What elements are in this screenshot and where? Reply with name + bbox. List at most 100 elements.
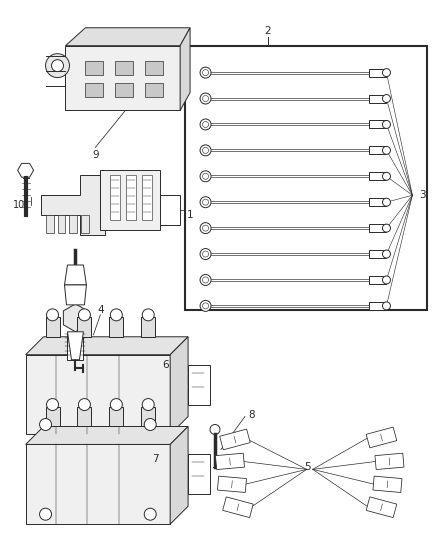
Bar xyxy=(185,46,427,310)
Circle shape xyxy=(144,508,156,520)
Polygon shape xyxy=(217,476,247,492)
Polygon shape xyxy=(64,265,86,285)
Bar xyxy=(368,172,386,180)
Bar xyxy=(66,46,180,110)
Bar xyxy=(25,445,170,524)
Circle shape xyxy=(200,93,211,104)
Bar xyxy=(67,332,83,360)
Text: 6: 6 xyxy=(162,360,169,370)
Polygon shape xyxy=(375,453,404,470)
Circle shape xyxy=(200,301,211,311)
Text: 9: 9 xyxy=(92,150,99,160)
Polygon shape xyxy=(366,427,397,448)
Circle shape xyxy=(39,508,52,520)
Polygon shape xyxy=(18,164,34,177)
Circle shape xyxy=(78,399,90,410)
Circle shape xyxy=(382,120,390,128)
Bar xyxy=(141,317,155,337)
Circle shape xyxy=(202,303,208,309)
Polygon shape xyxy=(25,337,188,355)
Bar xyxy=(46,317,60,337)
Bar xyxy=(142,175,152,220)
Circle shape xyxy=(200,274,211,286)
Bar xyxy=(70,215,78,233)
Circle shape xyxy=(202,147,208,154)
Circle shape xyxy=(202,251,208,257)
Bar xyxy=(188,455,210,494)
Bar xyxy=(78,317,92,337)
Polygon shape xyxy=(366,497,397,518)
Text: 8: 8 xyxy=(249,409,255,419)
Circle shape xyxy=(200,223,211,233)
Bar xyxy=(188,365,210,405)
Polygon shape xyxy=(64,304,88,332)
Circle shape xyxy=(142,309,154,321)
Circle shape xyxy=(46,309,59,321)
Circle shape xyxy=(142,399,154,410)
Circle shape xyxy=(382,250,390,258)
Bar xyxy=(368,224,386,232)
Bar xyxy=(110,175,120,220)
Polygon shape xyxy=(373,476,402,492)
Bar xyxy=(110,317,124,337)
Circle shape xyxy=(202,95,208,102)
Bar xyxy=(368,147,386,155)
Bar xyxy=(115,83,133,96)
Circle shape xyxy=(110,399,122,410)
Circle shape xyxy=(382,172,390,180)
Bar xyxy=(100,171,160,230)
Polygon shape xyxy=(64,285,86,305)
Circle shape xyxy=(200,197,211,208)
Circle shape xyxy=(110,309,122,321)
Circle shape xyxy=(202,225,208,231)
Text: 10: 10 xyxy=(13,200,25,210)
Circle shape xyxy=(144,418,156,431)
Polygon shape xyxy=(66,28,190,46)
Bar xyxy=(368,250,386,258)
Circle shape xyxy=(200,171,211,182)
Polygon shape xyxy=(223,497,253,518)
Bar xyxy=(368,120,386,128)
Bar xyxy=(85,83,103,96)
Circle shape xyxy=(46,399,59,410)
Bar xyxy=(160,195,180,225)
Polygon shape xyxy=(41,175,106,235)
Text: 7: 7 xyxy=(152,455,159,464)
Polygon shape xyxy=(215,453,244,470)
Circle shape xyxy=(52,60,64,71)
Text: 1: 1 xyxy=(187,210,194,220)
Bar xyxy=(126,175,136,220)
Circle shape xyxy=(382,276,390,284)
Circle shape xyxy=(202,122,208,127)
Polygon shape xyxy=(180,28,190,110)
Text: 4: 4 xyxy=(97,305,104,315)
Circle shape xyxy=(382,302,390,310)
Bar xyxy=(78,407,92,426)
Bar xyxy=(46,407,60,426)
Polygon shape xyxy=(67,332,83,360)
Circle shape xyxy=(200,67,211,78)
Polygon shape xyxy=(170,426,188,524)
Bar xyxy=(368,69,386,77)
Circle shape xyxy=(202,199,208,205)
Bar xyxy=(110,407,124,426)
Circle shape xyxy=(382,69,390,77)
Circle shape xyxy=(202,70,208,76)
Bar xyxy=(368,198,386,206)
Circle shape xyxy=(382,147,390,155)
Bar xyxy=(141,407,155,426)
Bar xyxy=(25,355,170,434)
Text: 2: 2 xyxy=(265,26,271,36)
Bar xyxy=(81,215,89,233)
Circle shape xyxy=(382,198,390,206)
Circle shape xyxy=(78,309,90,321)
Bar xyxy=(57,215,66,233)
Bar xyxy=(368,276,386,284)
Polygon shape xyxy=(170,337,188,434)
Circle shape xyxy=(200,145,211,156)
Circle shape xyxy=(200,119,211,130)
Circle shape xyxy=(202,277,208,283)
Circle shape xyxy=(39,418,52,431)
Circle shape xyxy=(46,54,70,78)
Polygon shape xyxy=(220,429,250,450)
